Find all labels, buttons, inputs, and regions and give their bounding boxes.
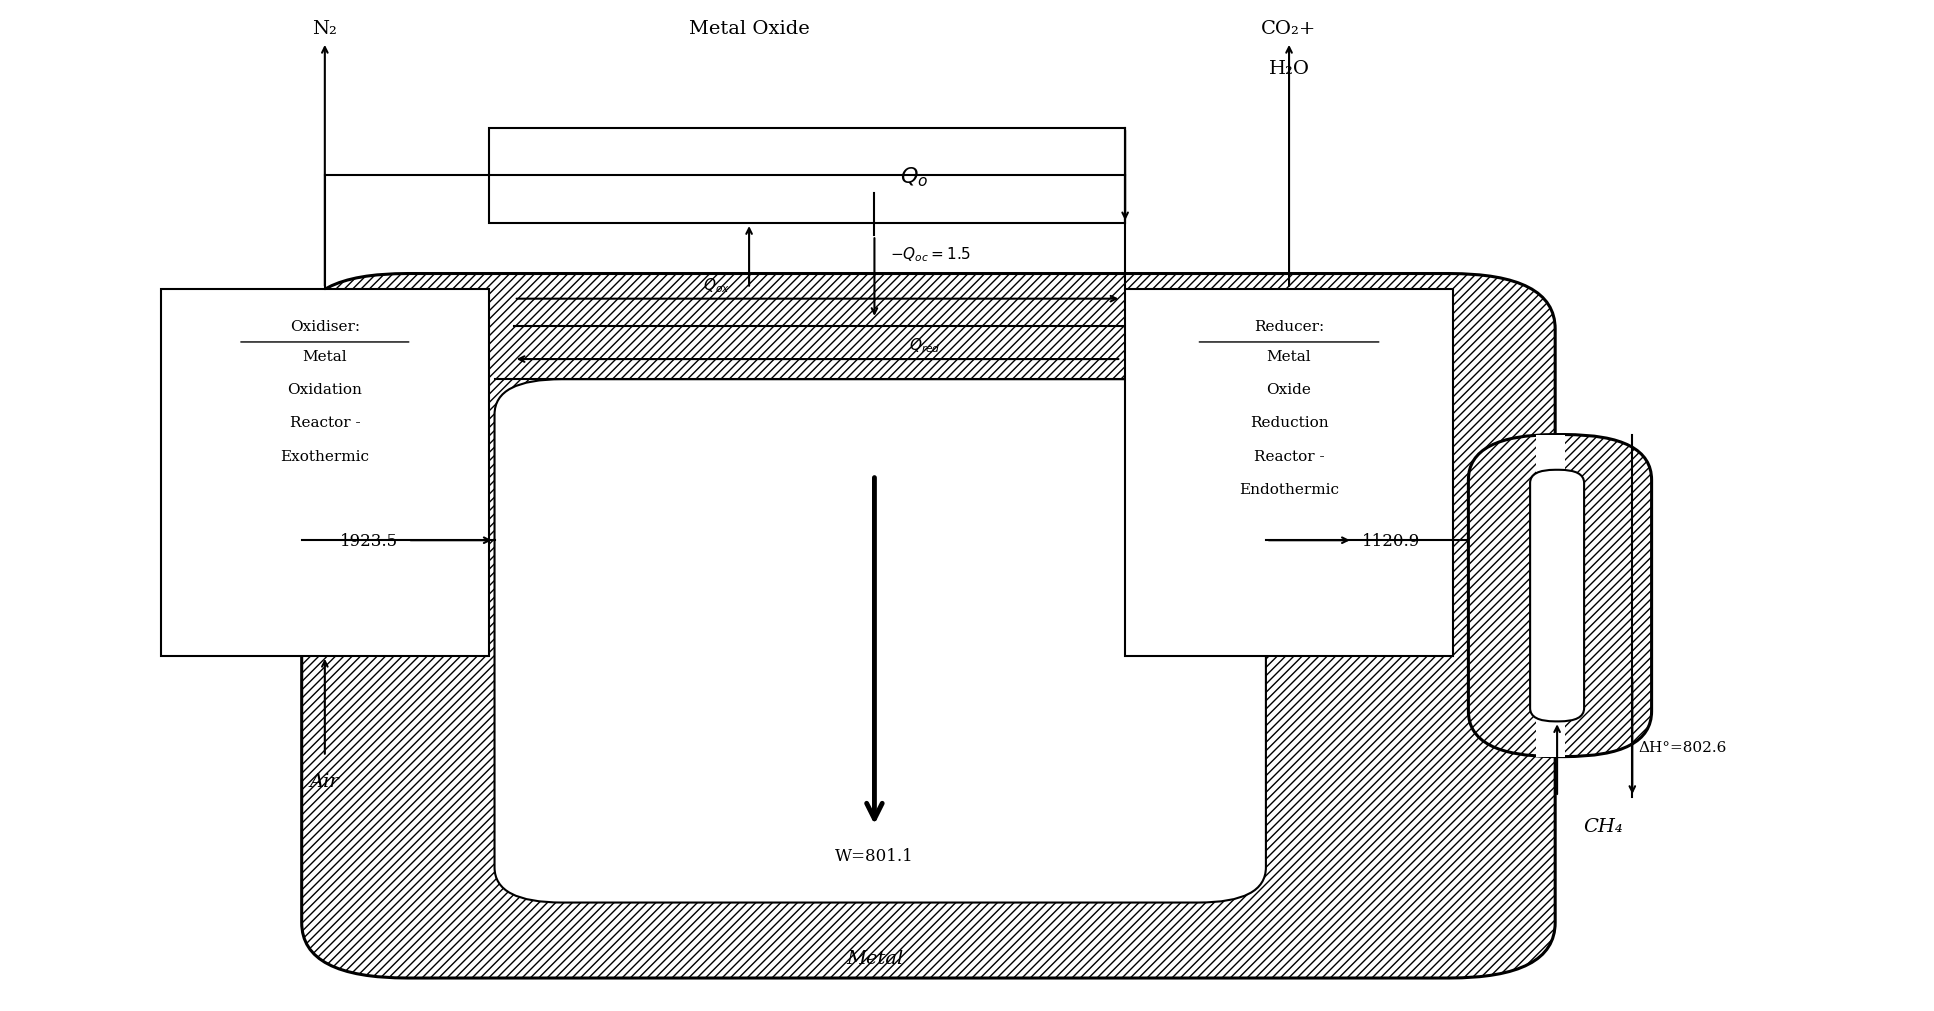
Text: $Q_{ox}$: $Q_{ox}$	[702, 276, 729, 294]
Text: Oxidation: Oxidation	[288, 383, 362, 397]
FancyBboxPatch shape	[1468, 435, 1652, 757]
Text: Endothermic: Endothermic	[1240, 482, 1338, 496]
Bar	[489, 128, 1126, 224]
Text: Metal Oxide: Metal Oxide	[689, 20, 810, 38]
Text: Reactor -: Reactor -	[1253, 449, 1325, 463]
Text: Reducer:: Reducer:	[1253, 319, 1325, 334]
Text: Metal: Metal	[1267, 350, 1311, 364]
Text: CO₂+: CO₂+	[1261, 20, 1317, 38]
Text: $Q_{red}$: $Q_{red}$	[909, 336, 942, 355]
Text: 1120.9: 1120.9	[1362, 532, 1421, 549]
Text: Reduction: Reduction	[1249, 416, 1329, 430]
Text: Metal: Metal	[302, 350, 346, 364]
Text: Metal: Metal	[845, 949, 903, 967]
Text: $\mathit{Q_o}$: $\mathit{Q_o}$	[899, 165, 928, 189]
Bar	[1545, 480, 1574, 712]
Text: H₂O: H₂O	[1269, 61, 1309, 78]
Bar	[1126, 289, 1452, 656]
Text: CH₄: CH₄	[1584, 817, 1623, 835]
Text: Reactor -: Reactor -	[290, 416, 360, 430]
Text: Oxide: Oxide	[1267, 383, 1311, 397]
Text: 1923.5: 1923.5	[340, 532, 398, 549]
FancyBboxPatch shape	[1530, 470, 1584, 722]
FancyBboxPatch shape	[495, 380, 1267, 903]
FancyBboxPatch shape	[302, 274, 1555, 978]
Text: Exothermic: Exothermic	[280, 449, 369, 463]
Text: Air: Air	[309, 772, 340, 790]
Bar	[161, 289, 489, 656]
Text: Oxidiser:: Oxidiser:	[290, 319, 360, 334]
Bar	[1536, 435, 1565, 757]
Text: $-Q_{oc}=1.5$: $-Q_{oc}=1.5$	[890, 245, 971, 264]
Text: W=801.1: W=801.1	[835, 847, 913, 864]
Text: N₂: N₂	[313, 20, 337, 38]
Text: ΔH°=802.6: ΔH°=802.6	[1638, 740, 1727, 754]
